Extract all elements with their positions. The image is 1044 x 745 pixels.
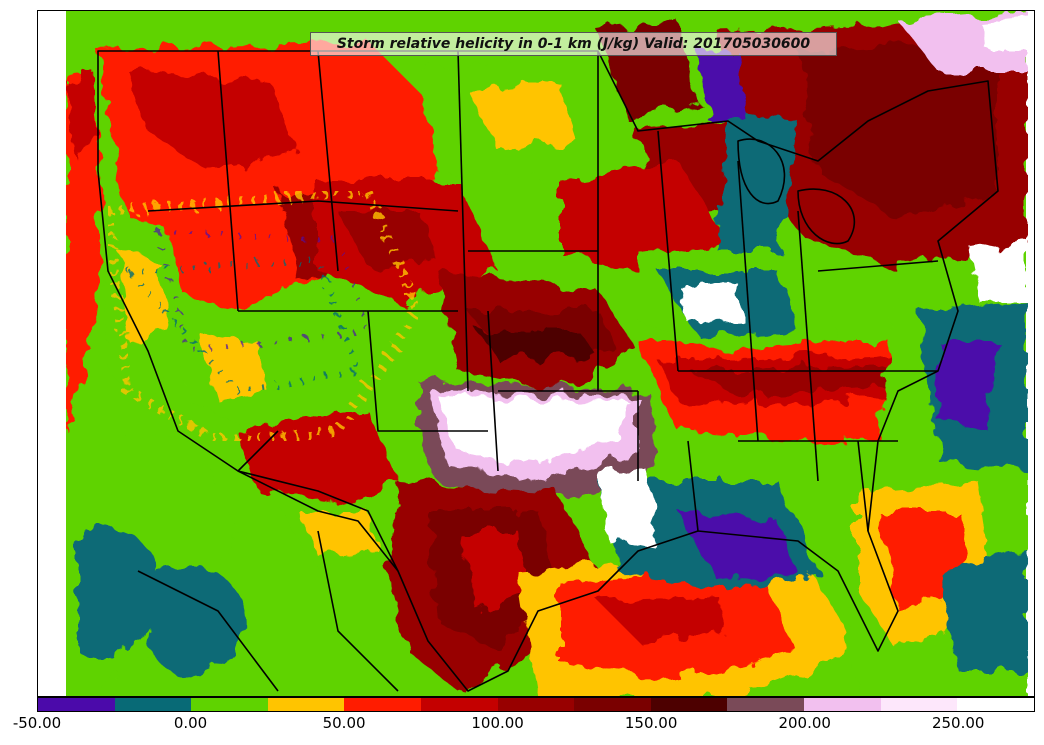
colorbar-labels: -50.00 0.00 50.00 100.00 150.00 200.00 250.00 [0, 714, 1044, 738]
colorbar-tick-label: 150.00 [624, 714, 678, 732]
colorbar-segment [727, 698, 805, 711]
colorbar-tick-label: 0.00 [173, 714, 208, 732]
colorbar-segment [804, 698, 881, 711]
helicity-map [38, 11, 1028, 696]
colorbar-segment [344, 698, 422, 711]
map-panel: Storm relative helicity in 0-1 km (J/kg)… [37, 10, 1035, 697]
map-title: Storm relative helicity in 0-1 km (J/kg)… [310, 32, 837, 56]
colorbar-segment [650, 698, 728, 711]
colorbar-tick-label: 250.00 [931, 714, 985, 732]
colorbar-segment [574, 698, 651, 711]
colorbar-segment [114, 698, 192, 711]
colorbar-tick-label: -50.00 [12, 714, 62, 732]
field-speckle [102, 185, 424, 447]
colorbar-tick-label: 50.00 [322, 714, 366, 732]
colorbar [37, 697, 1035, 712]
colorbar-segment [38, 698, 115, 711]
colorbar-segment [957, 698, 1034, 711]
colorbar-tick-label: 200.00 [778, 714, 831, 732]
colorbar-segment [880, 698, 958, 711]
colorbar-segment [191, 698, 268, 711]
state-boundaries [97, 50, 999, 692]
colorbar-tick-label: 100.00 [471, 714, 524, 732]
colorbar-segment [421, 698, 498, 711]
field-regions [66, 11, 1028, 696]
colorbar-segment [497, 698, 575, 711]
colorbar-segment [267, 698, 345, 711]
